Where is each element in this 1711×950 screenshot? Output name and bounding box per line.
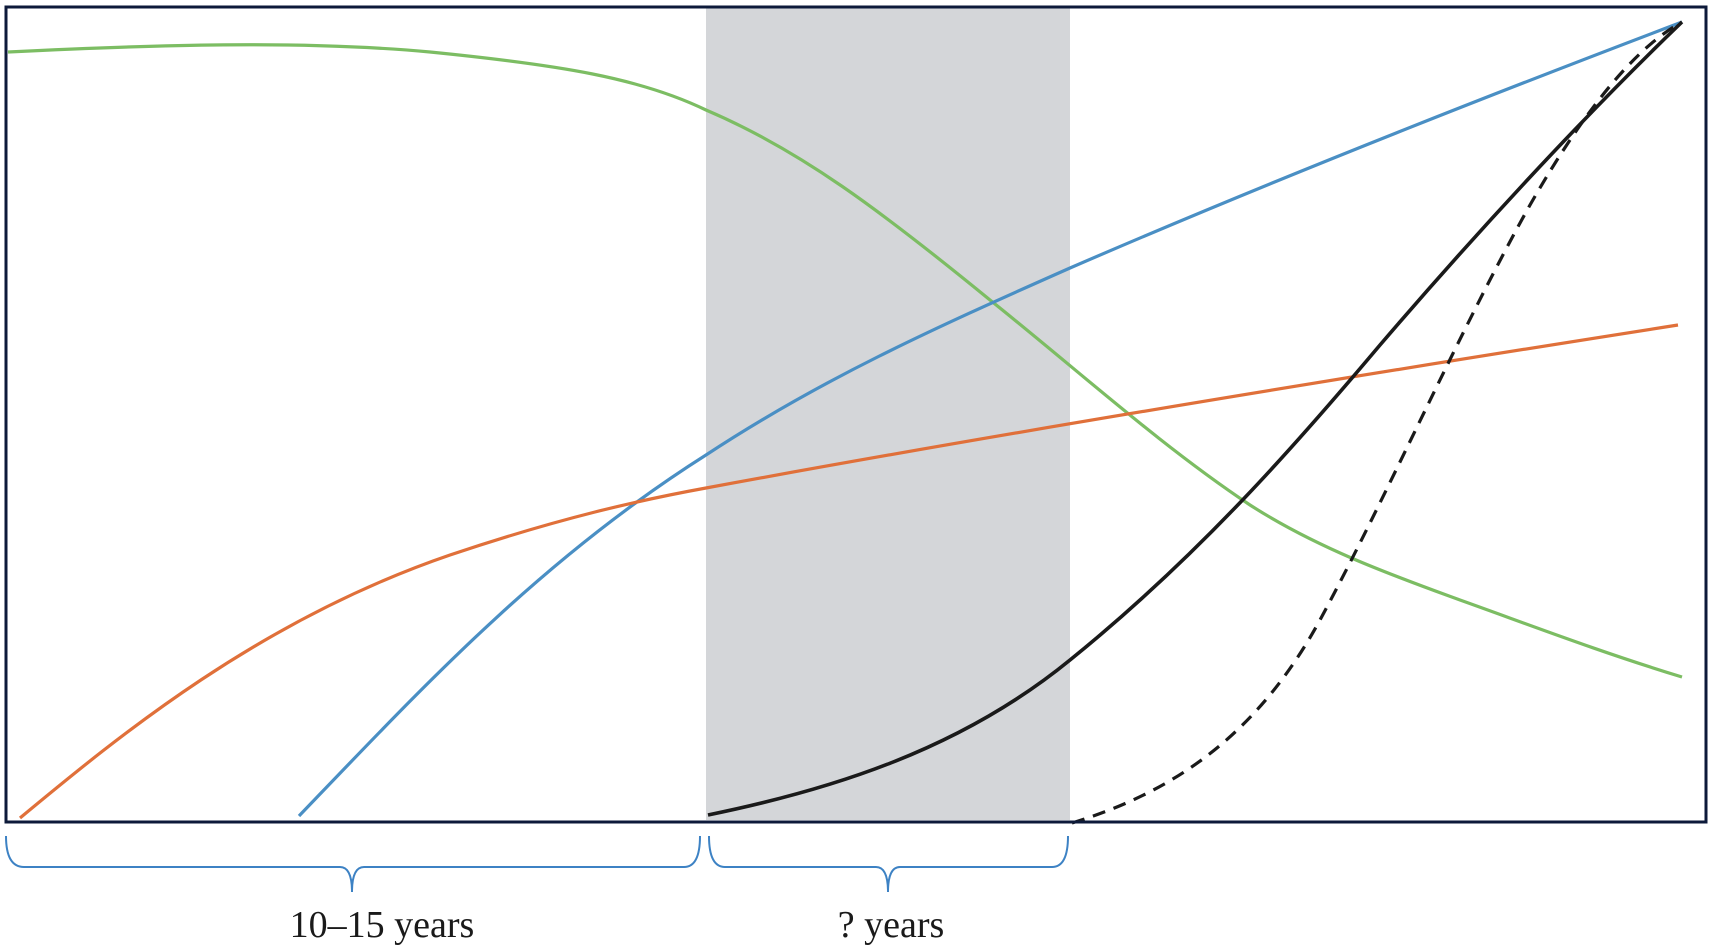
shaded-transition-band bbox=[706, 8, 1070, 820]
black-solid-curve bbox=[707, 20, 1684, 817]
black-dashed-curve bbox=[1071, 20, 1683, 825]
brace-label-10-15-years: 10‒15 years bbox=[290, 904, 475, 946]
green-curve bbox=[7, 43, 1683, 679]
orange-curve bbox=[18, 323, 1679, 820]
chart-frame bbox=[4, 5, 1708, 824]
blue-curve bbox=[297, 20, 1683, 818]
brace-label-unknown-years: ? years bbox=[838, 904, 945, 946]
brace-10-15-years bbox=[5, 835, 701, 893]
brace-unknown-years bbox=[708, 835, 1069, 893]
